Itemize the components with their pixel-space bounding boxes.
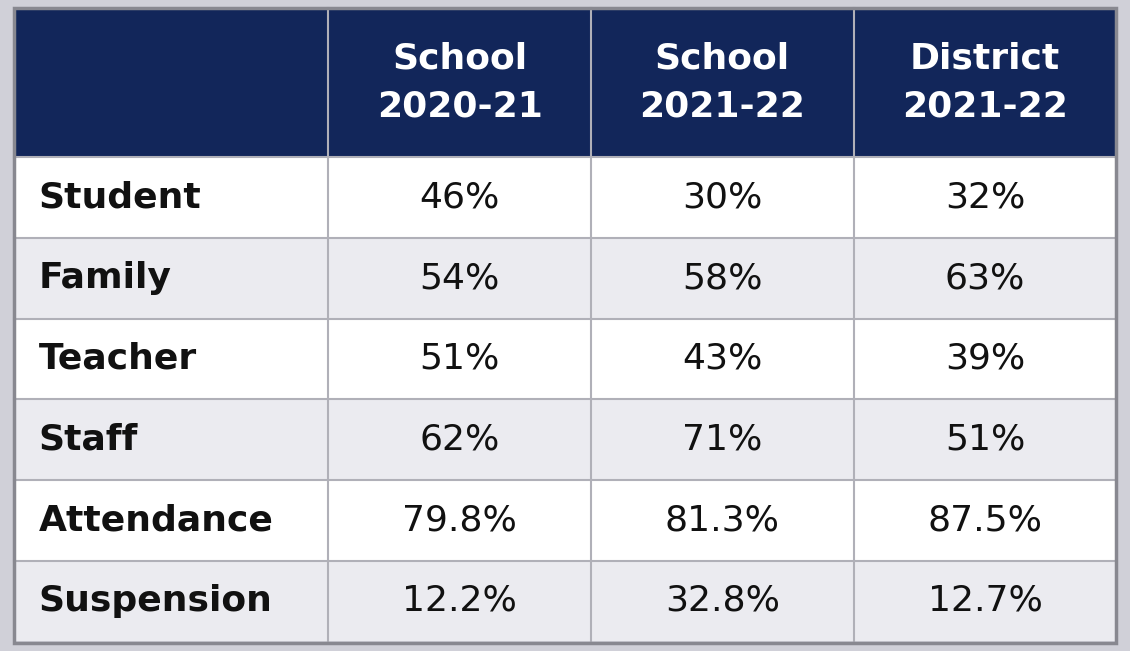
Text: 62%: 62% — [419, 422, 499, 456]
Text: Family: Family — [38, 261, 172, 295]
Text: 63%: 63% — [945, 261, 1025, 295]
Text: 79.8%: 79.8% — [402, 503, 518, 537]
Text: Student: Student — [38, 180, 201, 214]
Text: Teacher: Teacher — [38, 342, 197, 376]
Text: Attendance: Attendance — [38, 503, 273, 537]
Text: 43%: 43% — [683, 342, 763, 376]
Text: 12.2%: 12.2% — [402, 584, 518, 618]
Text: 58%: 58% — [683, 261, 763, 295]
Text: 51%: 51% — [419, 342, 499, 376]
Text: School
2020-21: School 2020-21 — [376, 42, 542, 123]
Text: 81.3%: 81.3% — [664, 503, 780, 537]
Text: Staff: Staff — [38, 422, 138, 456]
Text: 32%: 32% — [945, 180, 1025, 214]
Text: 32.8%: 32.8% — [664, 584, 780, 618]
Bar — [14, 8, 1116, 157]
Text: District
2021-22: District 2021-22 — [902, 42, 1068, 123]
Bar — [14, 399, 1116, 480]
Text: 30%: 30% — [683, 180, 763, 214]
Bar — [14, 480, 1116, 561]
Bar — [14, 318, 1116, 399]
Text: 39%: 39% — [945, 342, 1025, 376]
Bar — [14, 561, 1116, 641]
Text: 51%: 51% — [945, 422, 1025, 456]
Text: Suspension: Suspension — [38, 584, 272, 618]
Text: 12.7%: 12.7% — [928, 584, 1043, 618]
Text: 46%: 46% — [419, 180, 499, 214]
Text: 71%: 71% — [683, 422, 763, 456]
Bar — [14, 238, 1116, 318]
Text: School
2021-22: School 2021-22 — [640, 42, 806, 123]
Bar — [14, 157, 1116, 238]
Text: 54%: 54% — [419, 261, 499, 295]
Text: 87.5%: 87.5% — [928, 503, 1043, 537]
